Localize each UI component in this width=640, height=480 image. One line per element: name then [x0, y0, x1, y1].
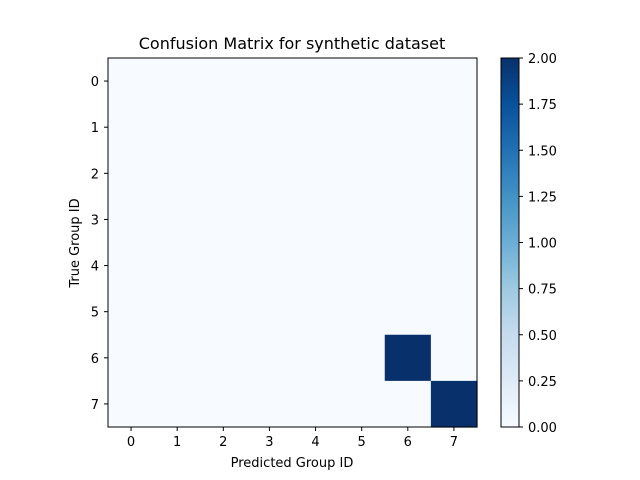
colorbar — [500, 57, 520, 428]
x-tick-label: 6 — [404, 435, 412, 450]
heatmap-cell-5-5 — [338, 288, 386, 336]
y-tick-label: 7 — [91, 398, 99, 413]
heatmap-cell-3-6 — [384, 196, 432, 244]
x-tick-label: 5 — [358, 435, 366, 450]
y-tick-label: 5 — [91, 306, 99, 321]
y-axis-label: True Group ID — [68, 198, 83, 288]
heatmap-cell-2-4 — [292, 150, 340, 197]
colorbar-tick-label: 1.50 — [528, 144, 557, 159]
heatmap-cell-5-3 — [246, 288, 294, 336]
heatmap-cell-2-1 — [154, 150, 201, 197]
heatmap-cell-6-5 — [338, 334, 386, 382]
heatmap-cell-4-4 — [292, 242, 340, 290]
heatmap-cell-4-5 — [338, 242, 386, 290]
heatmap-cell-3-1 — [154, 196, 201, 244]
x-tick-label: 3 — [265, 435, 273, 450]
colorbar-tick-label: 1.25 — [528, 190, 557, 205]
colorbar-ticks: 0.00 0.25 0.50 0.75 1.00 1.25 1.50 1.75 2.00 — [519, 52, 557, 436]
heatmap-cell-5-1 — [154, 288, 201, 336]
y-tick-label: 4 — [91, 260, 99, 275]
heatmap-cell-2-0 — [108, 150, 155, 197]
colorbar-tick-label: 0.00 — [528, 421, 557, 436]
heatmap-cell-7-4 — [292, 380, 340, 428]
heatmap-cell-1-0 — [108, 104, 155, 151]
colorbar-tick-label: 0.25 — [528, 375, 557, 390]
y-tick-label: 2 — [91, 167, 99, 182]
y-tick-label: 0 — [91, 75, 99, 90]
heatmap-cell-1-5 — [338, 104, 386, 151]
heatmap-cell-0-2 — [200, 58, 247, 105]
heatmap-cells — [108, 58, 478, 428]
colorbar-tick-label: 2.00 — [528, 52, 557, 67]
y-tick-label: 6 — [91, 352, 99, 367]
x-tick-label: 7 — [450, 435, 458, 450]
heatmap-cell-0-4 — [292, 58, 340, 105]
heatmap-cell-7-0 — [108, 380, 155, 428]
heatmap-cell-1-6 — [384, 104, 432, 151]
x-tick-label: 4 — [311, 435, 319, 450]
heatmap-cell-0-5 — [338, 58, 386, 105]
heatmap-cell-3-4 — [292, 196, 340, 244]
heatmap-cell-4-3 — [246, 242, 294, 290]
heatmap-cell-6-0 — [108, 334, 155, 382]
heatmap-cell-5-6 — [384, 288, 432, 336]
heatmap-cell-3-3 — [246, 196, 294, 244]
heatmap-cell-6-1 — [154, 334, 201, 382]
heatmap-cell-0-1 — [154, 58, 201, 105]
heatmap-cell-2-2 — [200, 150, 247, 197]
heatmap-cell-5-0 — [108, 288, 155, 336]
heatmap-cell-7-1 — [154, 380, 201, 428]
x-axis-label: Predicted Group ID — [231, 456, 354, 471]
heatmap-cell-0-3 — [246, 58, 294, 105]
heatmap-cell-2-7 — [430, 150, 478, 197]
y-tick-label: 3 — [91, 213, 99, 228]
heatmap-cell-1-1 — [154, 104, 201, 151]
heatmap-cell-7-3 — [246, 380, 294, 428]
heatmap-cell-7-6 — [384, 380, 432, 428]
y-tick-label: 1 — [91, 121, 99, 136]
heatmap-cell-2-5 — [338, 150, 386, 197]
x-tick-label: 1 — [173, 435, 181, 450]
heatmap-cell-0-6 — [384, 58, 432, 105]
heatmap-cell-0-0 — [108, 58, 155, 105]
heatmap-cell-7-5 — [338, 380, 386, 428]
heatmap-cell-6-2 — [200, 334, 247, 382]
heatmap-cell-3-5 — [338, 196, 386, 244]
colorbar-tick-label: 0.50 — [528, 329, 557, 344]
heatmap-cell-1-4 — [292, 104, 340, 151]
heatmap-cell-1-7 — [430, 104, 478, 151]
heatmap-cell-6-7 — [430, 334, 478, 382]
heatmap-cell-1-3 — [246, 104, 294, 151]
heatmap-cell-5-2 — [200, 288, 247, 336]
heatmap-cell-4-0 — [108, 242, 155, 290]
heatmap-cell-4-2 — [200, 242, 247, 290]
x-axis-ticks: 0 1 2 3 4 5 6 7 — [127, 427, 458, 450]
colorbar-tick-label: 1.00 — [528, 237, 557, 252]
x-tick-label: 0 — [127, 435, 135, 450]
heatmap-cell-3-0 — [108, 196, 155, 244]
heatmap-cell-5-4 — [292, 288, 340, 336]
heatmap-cell-4-7 — [430, 242, 478, 290]
heatmap-cell-7-2 — [200, 380, 247, 428]
heatmap-cell-6-4 — [292, 334, 340, 382]
plot-frame — [107, 57, 478, 428]
y-axis-ticks: 0 1 2 3 4 5 6 7 — [91, 75, 108, 413]
heatmap-cell-7-7 — [430, 380, 478, 428]
heatmap-cell-6-3 — [246, 334, 294, 382]
heatmap-cell-3-2 — [200, 196, 247, 244]
colorbar-tick-label: 1.75 — [528, 98, 557, 113]
colorbar-tick-label: 0.75 — [528, 283, 557, 298]
heatmap-cell-4-6 — [384, 242, 432, 290]
heatmap-cell-5-7 — [430, 288, 478, 336]
heatmap-cell-4-1 — [154, 242, 201, 290]
heatmap-cell-0-7 — [430, 58, 478, 105]
heatmap-cell-2-6 — [384, 150, 432, 197]
heatmap-cell-2-3 — [246, 150, 294, 197]
x-tick-label: 2 — [219, 435, 227, 450]
heatmap-cell-1-2 — [200, 104, 247, 151]
heatmap-cell-6-6 — [384, 334, 432, 382]
chart-title: Confusion Matrix for synthetic dataset — [139, 34, 446, 53]
heatmap-cell-3-7 — [430, 196, 478, 244]
